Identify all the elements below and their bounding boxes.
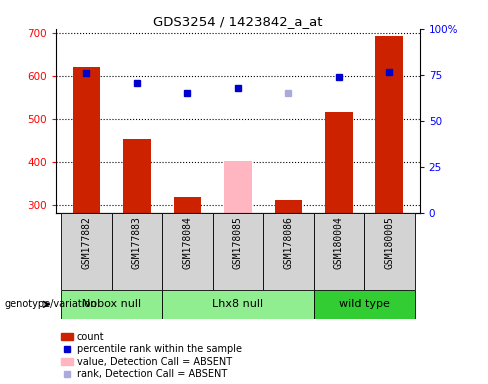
Legend: count, percentile rank within the sample, value, Detection Call = ABSENT, rank, : count, percentile rank within the sample… [61, 332, 242, 379]
Text: GSM178085: GSM178085 [233, 216, 243, 269]
Title: GDS3254 / 1423842_a_at: GDS3254 / 1423842_a_at [153, 15, 323, 28]
Bar [364, 213, 415, 290]
Text: Nobox null: Nobox null [82, 299, 141, 310]
Bar [325, 113, 353, 213]
Bar [224, 161, 252, 213]
Text: GSM178086: GSM178086 [284, 216, 293, 269]
Bar [213, 213, 263, 290]
Text: genotype/variation: genotype/variation [5, 299, 98, 310]
Text: GSM177882: GSM177882 [81, 216, 91, 269]
Bar [314, 213, 364, 290]
Bar [162, 290, 314, 319]
Bar [61, 290, 162, 319]
Text: Lhx8 null: Lhx8 null [212, 299, 264, 310]
Bar [263, 213, 314, 290]
Bar [73, 67, 101, 213]
Text: GSM180005: GSM180005 [385, 216, 394, 269]
Text: GSM180004: GSM180004 [334, 216, 344, 269]
Bar [314, 290, 415, 319]
Bar [174, 197, 201, 213]
Text: wild type: wild type [339, 299, 389, 310]
Bar [123, 139, 151, 213]
Bar [375, 36, 403, 213]
Text: GSM178084: GSM178084 [183, 216, 192, 269]
Bar [61, 213, 112, 290]
Bar [112, 213, 162, 290]
Bar [275, 200, 302, 213]
Text: GSM177883: GSM177883 [132, 216, 142, 269]
Bar [162, 213, 213, 290]
